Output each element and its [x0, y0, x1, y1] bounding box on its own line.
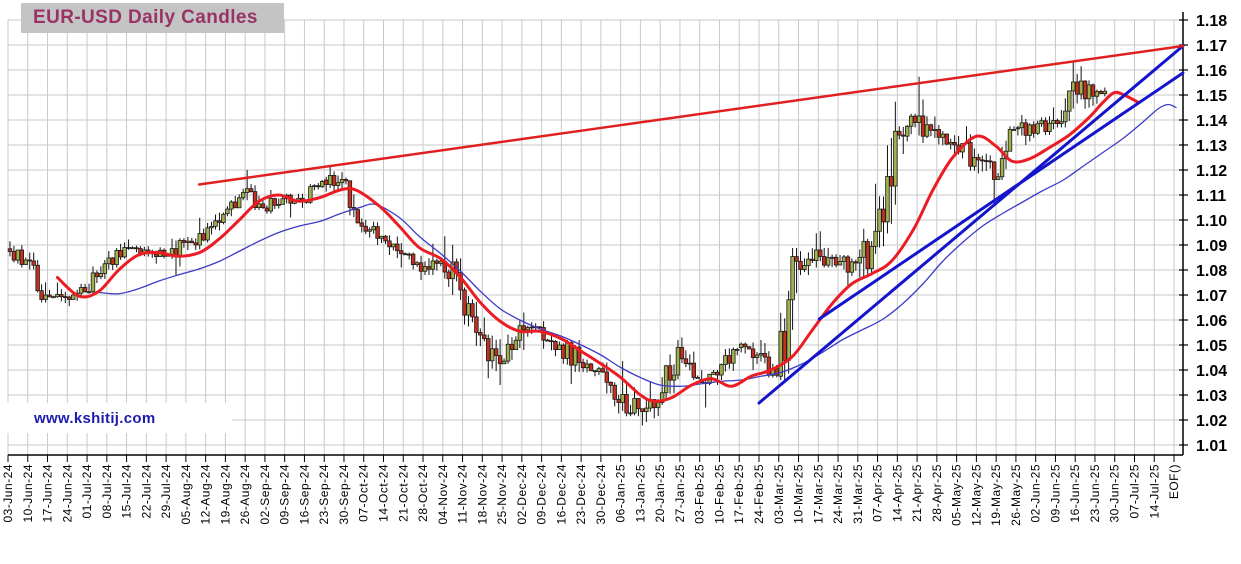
svg-text:24-Feb-25: 24-Feb-25 — [752, 464, 766, 524]
svg-text:16-Jun-25: 16-Jun-25 — [1068, 464, 1082, 523]
support-blue-b-trendline — [817, 71, 1185, 321]
svg-text:26-Aug-24: 26-Aug-24 — [238, 464, 252, 525]
watermark-box: www.kshitij.com — [0, 403, 232, 433]
svg-text:02-Jun-25: 02-Jun-25 — [1029, 464, 1043, 523]
svg-text:24-Jun-24: 24-Jun-24 — [60, 464, 74, 523]
svg-text:21-Apr-25: 21-Apr-25 — [910, 464, 924, 522]
svg-text:30-Dec-24: 30-Dec-24 — [594, 464, 608, 525]
svg-text:24-Mar-25: 24-Mar-25 — [831, 464, 845, 524]
svg-text:1.14: 1.14 — [1196, 113, 1227, 130]
svg-text:25-Nov-24: 25-Nov-24 — [495, 464, 509, 525]
svg-text:19-Aug-24: 19-Aug-24 — [218, 464, 232, 525]
candles-layer — [7, 62, 1108, 426]
svg-text:20-Jan-25: 20-Jan-25 — [653, 464, 667, 523]
svg-text:09-Jun-25: 09-Jun-25 — [1048, 464, 1062, 523]
svg-text:1.08: 1.08 — [1196, 263, 1227, 280]
svg-text:29-Jul-24: 29-Jul-24 — [159, 464, 173, 519]
svg-text:14-Oct-24: 14-Oct-24 — [376, 464, 390, 522]
svg-text:03-Feb-25: 03-Feb-25 — [693, 464, 707, 524]
svg-text:10-Feb-25: 10-Feb-25 — [712, 464, 726, 524]
chart-title-box: EUR-USD Daily Candles — [21, 3, 284, 33]
svg-text:22-Jul-24: 22-Jul-24 — [139, 464, 153, 519]
svg-text:17-Feb-25: 17-Feb-25 — [732, 464, 746, 524]
svg-text:1.04: 1.04 — [1196, 363, 1227, 380]
grid-lines — [7, 19, 1183, 455]
svg-text:09-Dec-24: 09-Dec-24 — [535, 464, 549, 525]
svg-text:1.01: 1.01 — [1196, 438, 1227, 455]
svg-text:26-May-25: 26-May-25 — [1009, 464, 1023, 526]
svg-text:1.13: 1.13 — [1196, 138, 1227, 155]
svg-text:28-Apr-25: 28-Apr-25 — [930, 464, 944, 522]
svg-text:04-Nov-24: 04-Nov-24 — [436, 464, 450, 525]
svg-text:17-Jun-24: 17-Jun-24 — [41, 464, 55, 523]
svg-text:11-Nov-24: 11-Nov-24 — [456, 464, 470, 524]
svg-text:06-Jan-25: 06-Jan-25 — [614, 464, 628, 523]
svg-text:28-Oct-24: 28-Oct-24 — [416, 464, 430, 522]
svg-text:1.11: 1.11 — [1196, 188, 1226, 205]
svg-text:09-Sep-24: 09-Sep-24 — [278, 464, 292, 525]
date-axis-labels: 03-Jun-24 10-Jun-24 17-Jun-24 24-Jun-24 01-J… — [1, 464, 1181, 526]
svg-text:1.02: 1.02 — [1196, 413, 1227, 430]
svg-text:1.15: 1.15 — [1196, 88, 1227, 105]
watermark-url: www.kshitij.com — [34, 409, 156, 427]
chart-title: EUR-USD Daily Candles — [33, 7, 258, 28]
axes — [7, 12, 1188, 462]
svg-text:13-Jan-25: 13-Jan-25 — [633, 464, 647, 523]
svg-text:02-Sep-24: 02-Sep-24 — [258, 464, 272, 525]
svg-text:1.09: 1.09 — [1196, 238, 1227, 255]
slow-moving-average-line — [98, 103, 1177, 387]
svg-text:16-Dec-24: 16-Dec-24 — [554, 464, 568, 525]
svg-text:12-Aug-24: 12-Aug-24 — [199, 464, 213, 525]
resistance-red-trendline — [197, 44, 1185, 186]
svg-text:07-Oct-24: 07-Oct-24 — [357, 464, 371, 522]
svg-text:12-May-25: 12-May-25 — [969, 464, 983, 526]
svg-text:18-Nov-24: 18-Nov-24 — [475, 464, 489, 525]
fast-moving-average-line — [55, 90, 1140, 403]
svg-text:1.17: 1.17 — [1196, 38, 1227, 55]
svg-text:03-Mar-25: 03-Mar-25 — [772, 464, 786, 524]
svg-text:30-Sep-24: 30-Sep-24 — [337, 464, 351, 525]
svg-text:1.16: 1.16 — [1196, 63, 1227, 80]
svg-text:30-Jun-25: 30-Jun-25 — [1108, 464, 1122, 523]
svg-text:1.10: 1.10 — [1196, 213, 1227, 230]
svg-text:17-Mar-25: 17-Mar-25 — [811, 464, 825, 524]
svg-text:07-Apr-25: 07-Apr-25 — [871, 464, 885, 522]
svg-text:14-Jul-25: 14-Jul-25 — [1147, 464, 1161, 519]
price-axis-labels: 1.18 1.17 1.16 1.15 1.14 1.13 1.12 1.11 1.10 1.09… — [1196, 13, 1227, 455]
svg-text:EOF(): EOF() — [1167, 464, 1181, 499]
svg-text:23-Jun-25: 23-Jun-25 — [1088, 464, 1102, 523]
svg-text:23-Sep-24: 23-Sep-24 — [317, 464, 331, 525]
svg-text:03-Jun-24: 03-Jun-24 — [1, 464, 15, 523]
svg-text:1.18: 1.18 — [1196, 13, 1227, 30]
svg-text:1.06: 1.06 — [1196, 313, 1227, 330]
svg-text:19-May-25: 19-May-25 — [989, 464, 1003, 526]
svg-text:10-Mar-25: 10-Mar-25 — [792, 464, 806, 524]
svg-text:05-May-25: 05-May-25 — [950, 464, 964, 526]
svg-text:15-Jul-24: 15-Jul-24 — [120, 464, 134, 519]
svg-text:23-Dec-24: 23-Dec-24 — [574, 464, 588, 525]
svg-text:05-Aug-24: 05-Aug-24 — [179, 464, 193, 525]
svg-text:10-Jun-24: 10-Jun-24 — [21, 464, 35, 523]
svg-text:1.03: 1.03 — [1196, 388, 1227, 405]
svg-text:16-Sep-24: 16-Sep-24 — [297, 464, 311, 525]
svg-text:27-Jan-25: 27-Jan-25 — [673, 464, 687, 523]
svg-text:1.12: 1.12 — [1196, 163, 1227, 180]
svg-text:1.05: 1.05 — [1196, 338, 1227, 355]
svg-text:07-Jul-25: 07-Jul-25 — [1127, 464, 1141, 519]
trendlines-layer — [197, 44, 1185, 405]
svg-text:01-Jul-24: 01-Jul-24 — [80, 464, 94, 519]
support-blue-a-trendline — [757, 44, 1185, 405]
svg-text:1.07: 1.07 — [1196, 288, 1227, 305]
svg-text:31-Mar-25: 31-Mar-25 — [851, 464, 865, 524]
svg-text:02-Dec-24: 02-Dec-24 — [515, 464, 529, 525]
svg-text:14-Apr-25: 14-Apr-25 — [890, 464, 904, 522]
svg-text:21-Oct-24: 21-Oct-24 — [396, 464, 410, 522]
svg-text:08-Jul-24: 08-Jul-24 — [100, 464, 114, 519]
